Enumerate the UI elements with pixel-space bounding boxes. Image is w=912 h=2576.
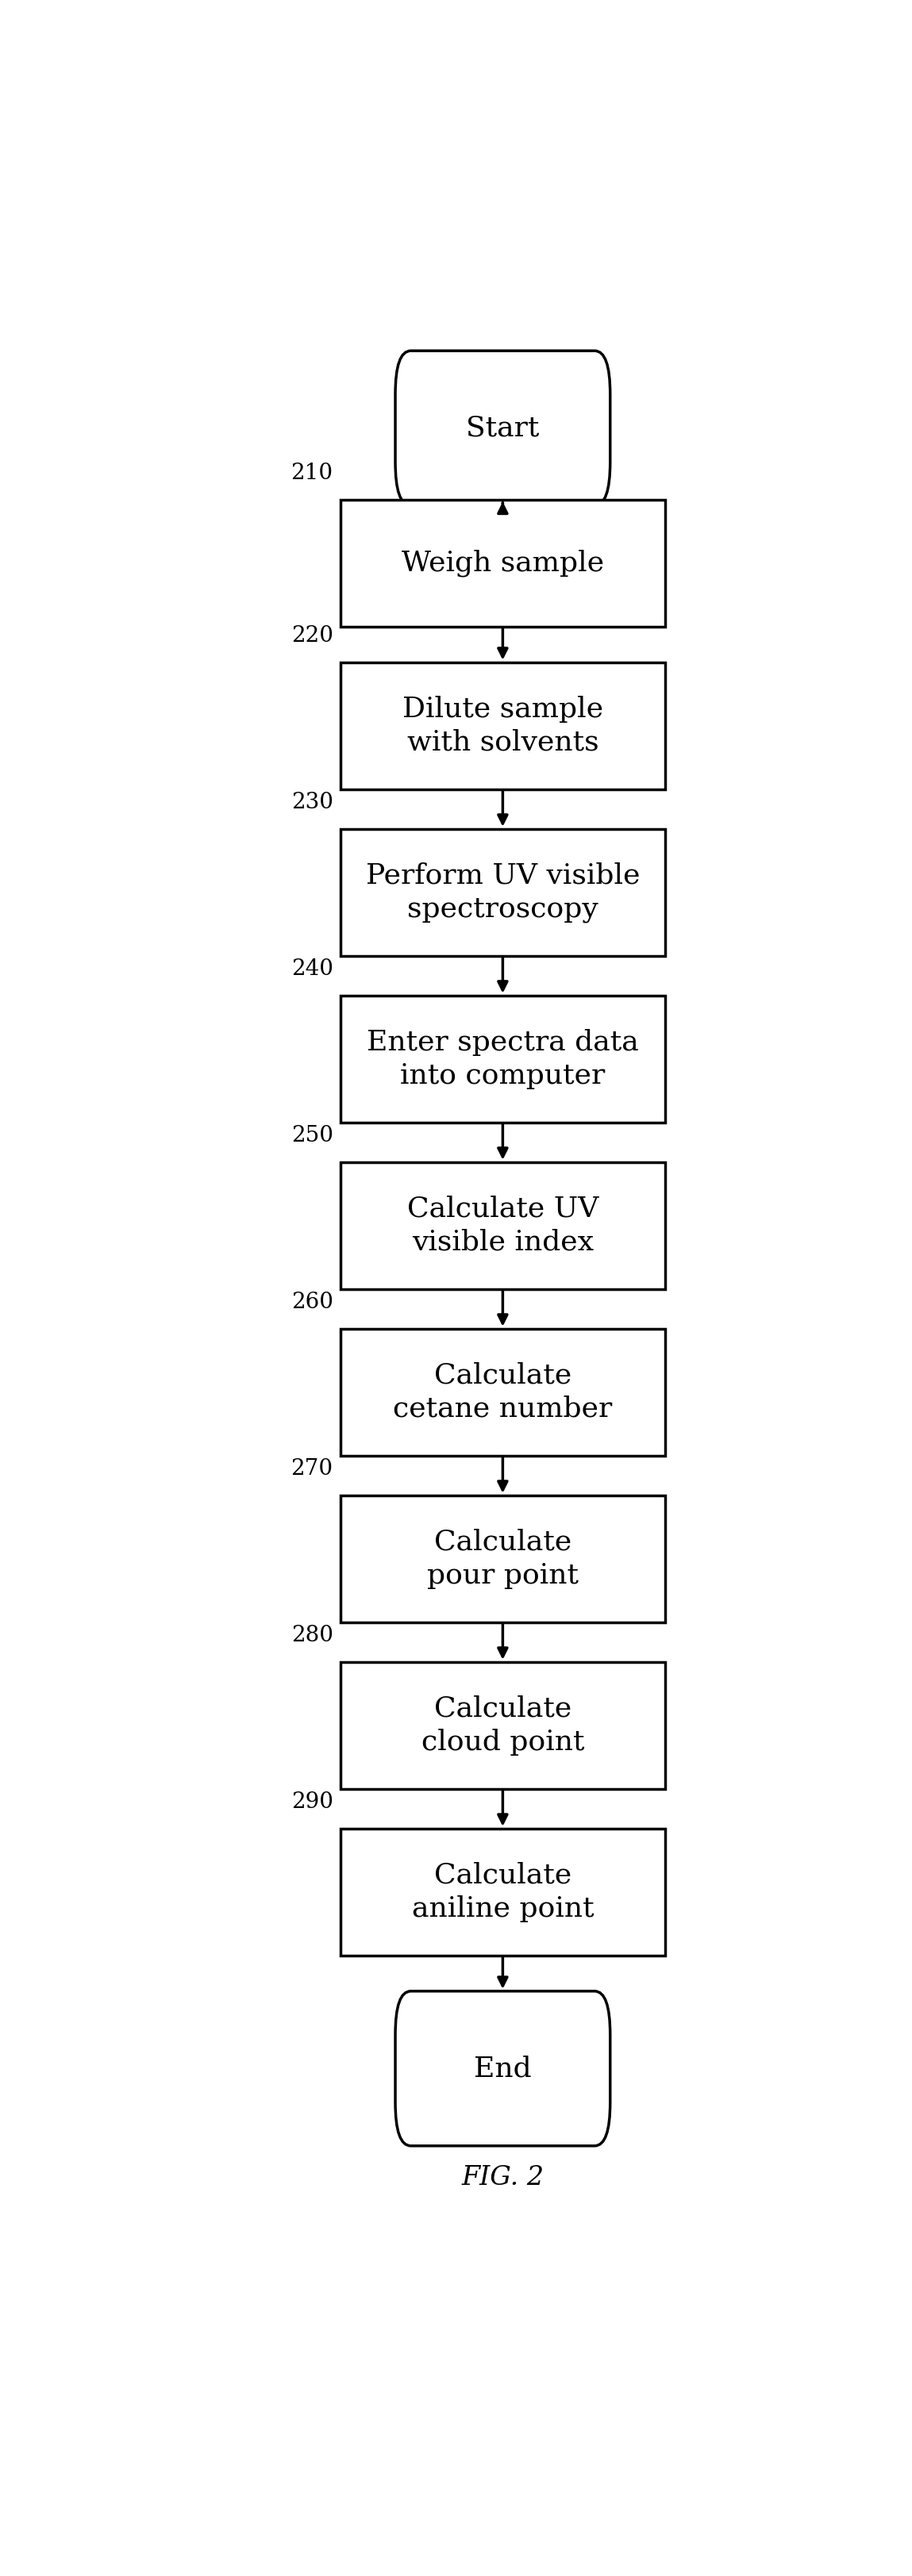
Text: Calculate UV
visible index: Calculate UV visible index <box>407 1195 598 1255</box>
Text: 220: 220 <box>291 626 333 647</box>
FancyBboxPatch shape <box>340 1329 666 1455</box>
FancyBboxPatch shape <box>340 1829 666 1955</box>
Text: 260: 260 <box>291 1291 333 1314</box>
Text: 240: 240 <box>291 958 333 979</box>
Text: Dilute sample
with solvents: Dilute sample with solvents <box>402 696 603 755</box>
FancyBboxPatch shape <box>340 500 666 626</box>
Text: Calculate
cetane number: Calculate cetane number <box>393 1363 612 1422</box>
FancyBboxPatch shape <box>395 1991 610 2146</box>
Text: 250: 250 <box>291 1126 333 1146</box>
FancyBboxPatch shape <box>340 1162 666 1288</box>
Text: 230: 230 <box>291 791 333 814</box>
Text: FIG. 2: FIG. 2 <box>461 2164 544 2190</box>
FancyBboxPatch shape <box>340 1494 666 1623</box>
Text: 270: 270 <box>291 1458 333 1479</box>
Text: Perform UV visible
spectroscopy: Perform UV visible spectroscopy <box>366 863 640 922</box>
Text: Enter spectra data
into computer: Enter spectra data into computer <box>367 1028 638 1090</box>
FancyBboxPatch shape <box>340 994 666 1123</box>
Text: 280: 280 <box>291 1625 333 1646</box>
Text: Start: Start <box>466 415 539 440</box>
Text: End: End <box>474 2056 532 2081</box>
FancyBboxPatch shape <box>340 829 666 956</box>
Text: 290: 290 <box>291 1790 333 1814</box>
Text: Calculate
pour point: Calculate pour point <box>427 1528 578 1589</box>
FancyBboxPatch shape <box>340 662 666 788</box>
Text: Calculate
aniline point: Calculate aniline point <box>411 1862 594 1922</box>
Text: Weigh sample: Weigh sample <box>401 549 604 577</box>
FancyBboxPatch shape <box>395 350 610 505</box>
FancyBboxPatch shape <box>340 1662 666 1788</box>
Text: 210: 210 <box>291 461 333 484</box>
Text: Calculate
cloud point: Calculate cloud point <box>421 1695 585 1754</box>
